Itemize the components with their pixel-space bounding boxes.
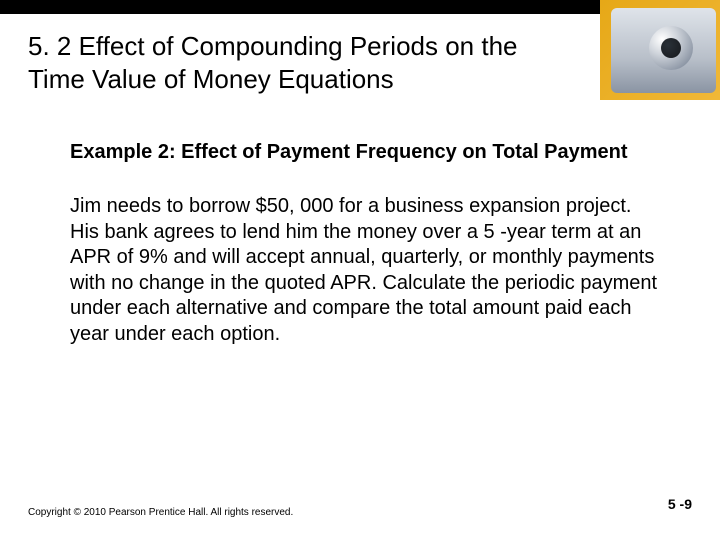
page-number: 5 -9 <box>668 496 692 512</box>
decorative-image <box>611 8 716 93</box>
example-heading: Example 2: Effect of Payment Frequency o… <box>70 141 660 164</box>
slide-title: 5. 2 Effect of Compounding Periods on th… <box>28 30 580 95</box>
content-area: Example 2: Effect of Payment Frequency o… <box>0 95 720 348</box>
copyright-text: Copyright © 2010 Pearson Prentice Hall. … <box>28 507 293 518</box>
corner-accent <box>600 0 720 100</box>
body-text: Jim needs to borrow $50, 000 for a busin… <box>70 194 660 348</box>
